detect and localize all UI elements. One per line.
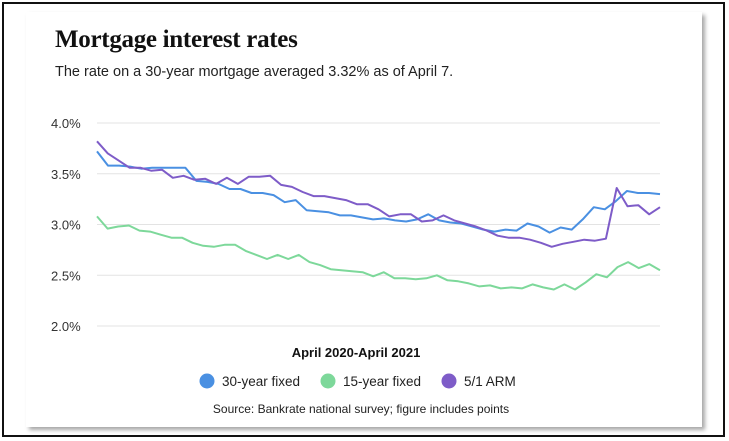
outer-frame [2, 2, 725, 437]
y-tick-label: 3.5% [51, 167, 81, 182]
y-tick-label: 2.5% [51, 268, 81, 283]
chart-title: Mortgage interest rates [55, 26, 298, 53]
source-note: Source: Bankrate national survey; figure… [213, 402, 509, 416]
legend: 30-year fixed 15-year fixed 5/1 ARM [199, 373, 516, 389]
series-line-30-year-fixed [96, 150, 661, 234]
chart-subtitle: The rate on a 30-year mortgage averaged … [55, 64, 454, 80]
legend-swatch [320, 373, 336, 389]
y-tick-label: 4.0% [51, 116, 81, 131]
legend-label: 30-year fixed [222, 374, 300, 389]
legend-label: 15-year fixed [343, 374, 421, 389]
legend-label: 5/1 ARM [464, 374, 516, 389]
y-tick-label: 2.0% [51, 319, 81, 334]
x-axis-label: April 2020-April 2021 [292, 345, 421, 360]
grid-lines [97, 122, 660, 327]
series-lines [96, 140, 661, 291]
y-axis-ticks: 4.0% 3.5% 3.0% 2.5% 2.0% [51, 116, 81, 334]
legend-swatch [199, 373, 215, 389]
series-line-15-year-fixed [96, 215, 661, 291]
series-line-5-1-arm [96, 140, 661, 248]
y-tick-label: 3.0% [51, 218, 81, 233]
legend-swatch [441, 373, 457, 389]
chart-card [26, 12, 702, 427]
